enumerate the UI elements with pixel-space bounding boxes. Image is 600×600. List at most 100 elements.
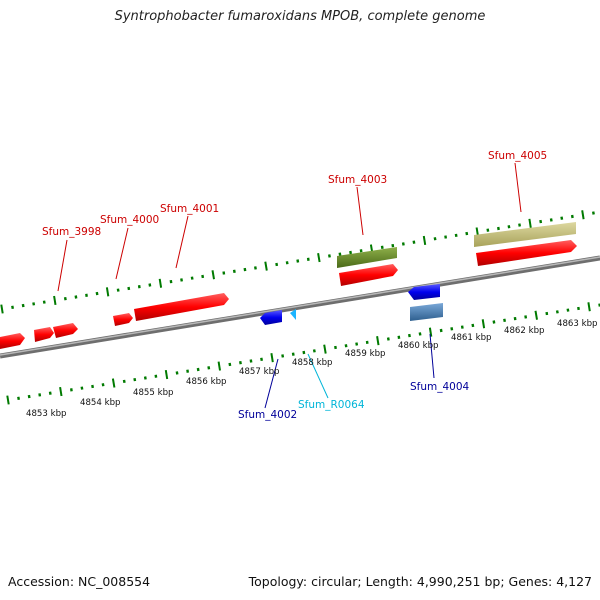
minor-tick — [412, 240, 416, 244]
genome-backbone — [0, 255, 600, 359]
major-tick — [323, 344, 327, 354]
kbp-label: 4862 kbp — [504, 326, 545, 336]
minor-tick — [450, 327, 454, 331]
gene-feature — [339, 264, 398, 286]
minor-tick — [27, 394, 31, 399]
minor-tick — [439, 328, 443, 333]
major-tick — [111, 378, 116, 388]
minor-tick — [560, 216, 564, 220]
minor-tick — [42, 300, 46, 304]
minor-tick — [275, 262, 279, 267]
minor-tick — [507, 225, 511, 229]
inner-tick-track — [6, 302, 600, 405]
minor-tick — [116, 288, 120, 292]
gene-label-sfum-4001[interactable]: Sfum_4001 — [160, 203, 219, 215]
trna-feature — [290, 309, 296, 320]
minor-tick — [74, 295, 78, 299]
major-tick — [211, 270, 215, 280]
label-leaders — [57, 162, 522, 409]
minor-tick — [143, 376, 147, 380]
major-tick — [270, 353, 274, 363]
minor-tick — [401, 242, 405, 246]
minor-tick — [338, 252, 342, 256]
major-tick — [158, 278, 163, 288]
reverse-gene-group — [260, 284, 443, 325]
major-tick — [481, 319, 486, 329]
gene-feature — [34, 327, 54, 342]
gene-label-sfum-3998[interactable]: Sfum_3998 — [42, 226, 101, 238]
gene-label-sfum-4005[interactable]: Sfum_4005 — [488, 150, 547, 162]
topology-text: Topology: circular; Length: 4,990,251 bp… — [248, 574, 592, 589]
minor-tick — [570, 214, 574, 219]
minor-tick — [17, 396, 20, 400]
gene-feature — [408, 284, 440, 300]
minor-tick — [486, 228, 490, 232]
gene-label-sfum-r0064[interactable]: Sfum_R0064 — [298, 399, 365, 411]
major-tick — [534, 310, 538, 320]
minor-tick — [355, 342, 359, 346]
major-tick — [376, 336, 380, 346]
minor-tick — [101, 383, 105, 387]
minor-tick — [127, 286, 131, 291]
kbp-label-group: 4853 kbp 4854 kbp 4855 kbp 4856 kbp 4857… — [26, 319, 598, 419]
kbp-label: 4854 kbp — [80, 398, 121, 408]
minor-tick — [312, 349, 316, 353]
major-tick — [53, 295, 57, 306]
gene-label-sfum-4000[interactable]: Sfum_4000 — [100, 214, 159, 226]
kbp-label: 4857 kbp — [239, 367, 280, 377]
minor-tick — [148, 283, 152, 287]
olive-feature — [337, 247, 397, 268]
minor-tick — [232, 269, 236, 273]
minor-tick — [32, 302, 36, 306]
minor-tick — [21, 303, 25, 308]
minor-tick — [291, 352, 295, 356]
minor-tick — [471, 323, 475, 328]
minor-tick — [133, 377, 137, 382]
major-tick — [528, 218, 532, 228]
minor-tick — [11, 305, 14, 309]
gene-feature — [476, 240, 577, 266]
gene-feature — [0, 333, 25, 349]
kbp-label: 4861 kbp — [451, 333, 492, 343]
major-tick — [317, 253, 321, 263]
minor-tick — [48, 391, 52, 395]
minor-tick — [497, 226, 500, 231]
minor-tick — [175, 371, 179, 375]
minor-tick — [180, 278, 183, 282]
minor-tick — [228, 362, 232, 367]
kbp-label: 4856 kbp — [186, 377, 227, 387]
minor-tick — [302, 350, 306, 355]
genome-backbone-highlight — [0, 256, 600, 356]
major-tick — [0, 304, 4, 314]
gene-feature — [260, 310, 282, 325]
khaki-feature — [474, 222, 576, 247]
minor-tick — [408, 333, 411, 338]
minor-tick — [492, 320, 496, 324]
major-tick — [587, 302, 591, 312]
minor-tick — [122, 379, 126, 384]
gene-label-sfum-4003[interactable]: Sfum_4003 — [328, 174, 387, 186]
minor-tick — [566, 308, 570, 312]
minor-tick — [592, 211, 595, 215]
major-tick — [422, 235, 427, 246]
major-tick — [581, 210, 585, 220]
minor-tick — [503, 318, 506, 322]
major-tick — [428, 327, 433, 337]
gene-label-sfum-4002[interactable]: Sfum_4002 — [238, 409, 297, 421]
minor-tick — [91, 384, 94, 389]
minor-tick — [201, 274, 205, 279]
gene-feature — [113, 313, 133, 326]
kbp-label: 4860 kbp — [398, 341, 439, 351]
gene-label-sfum-4004[interactable]: Sfum_4004 — [410, 381, 470, 393]
kbp-label: 4858 kbp — [292, 358, 333, 368]
major-tick — [59, 386, 63, 397]
minor-tick — [80, 386, 84, 390]
minor-tick — [465, 231, 469, 236]
major-tick — [264, 261, 268, 271]
minor-tick — [239, 361, 242, 365]
minor-tick — [344, 344, 348, 348]
minor-tick — [285, 261, 289, 265]
minor-tick — [549, 218, 553, 222]
minor-tick — [63, 297, 67, 301]
